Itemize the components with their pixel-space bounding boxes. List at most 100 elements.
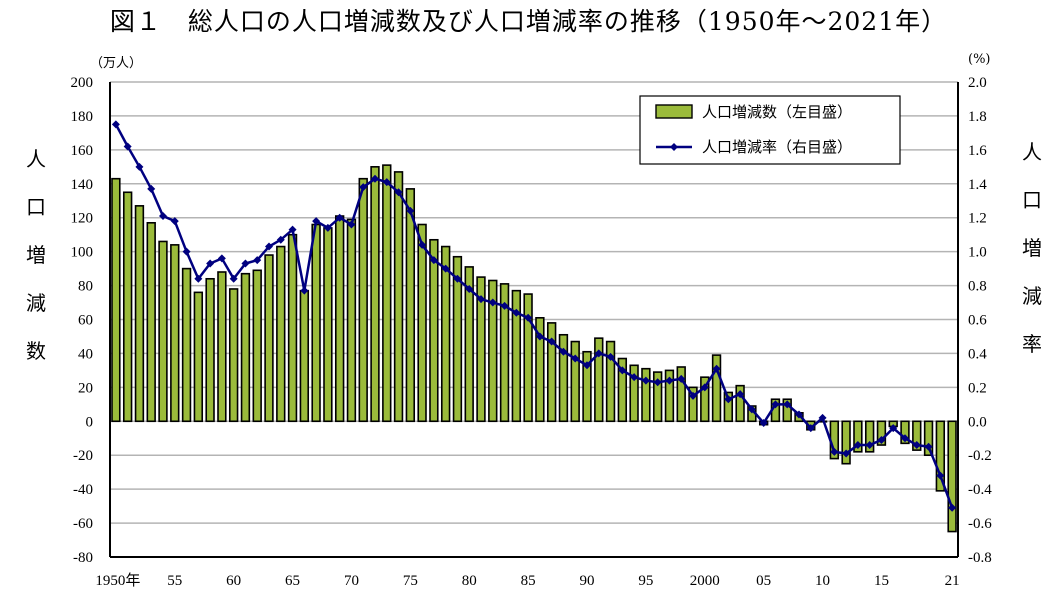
rate-marker-1970 — [347, 220, 356, 229]
bar-2015 — [876, 420, 887, 446]
x-tick-label: 95 — [638, 573, 653, 589]
rate-marker-1964 — [276, 235, 285, 244]
rate-marker-1995 — [641, 376, 650, 385]
right-tick-label: 0.6 — [968, 313, 987, 329]
rate-marker-1969 — [335, 213, 344, 222]
left-tick-label: 60 — [78, 313, 93, 329]
right-axis-char: 人 — [1022, 140, 1042, 164]
left-tick-label: -60 — [73, 516, 93, 532]
x-tick-label: 10 — [815, 573, 830, 589]
rate-marker-1998 — [677, 374, 686, 383]
x-tick-label: 55 — [167, 573, 182, 589]
bar-2012 — [841, 420, 851, 465]
rate-marker-2009 — [806, 424, 815, 433]
bar-1979 — [452, 255, 463, 423]
rate-marker-1955 — [170, 217, 179, 226]
bar-1981 — [476, 276, 486, 423]
rate-marker-1982 — [488, 298, 497, 307]
rate-marker-2019 — [924, 442, 933, 451]
right-tick-label: 1.8 — [968, 109, 987, 125]
bar-1996 — [652, 371, 663, 423]
bar-1984 — [511, 289, 522, 423]
rate-marker-2001 — [712, 364, 721, 373]
rate-marker-1992 — [606, 352, 615, 361]
right-tick-label: 1.6 — [968, 143, 987, 159]
bar-1972 — [370, 166, 380, 423]
rate-marker-1956 — [182, 247, 191, 256]
bar-1954 — [158, 240, 168, 423]
x-tick-label: 80 — [462, 573, 477, 589]
bar-1987 — [546, 322, 557, 423]
rate-marker-1954 — [159, 212, 167, 221]
bar-2013 — [853, 420, 863, 453]
left-axis-char: 人 — [26, 147, 46, 171]
bar-2020 — [935, 420, 946, 492]
rate-marker-1951 — [123, 142, 132, 151]
rate-marker-2007 — [783, 400, 792, 409]
rate-marker-1997 — [665, 376, 674, 385]
bar-1988 — [558, 333, 569, 423]
bar-1999 — [688, 386, 698, 423]
bar-1964 — [276, 245, 286, 423]
bar-1997 — [664, 369, 675, 423]
rate-marker-2014 — [865, 441, 874, 450]
rate-marker-1990 — [583, 361, 591, 370]
bar-1968 — [323, 227, 333, 423]
rate-marker-1953 — [147, 184, 156, 193]
right-tick-label: -0.8 — [968, 550, 992, 566]
rate-marker-1967 — [312, 217, 321, 226]
left-tick-label: 160 — [71, 143, 94, 159]
left-tick-label: 0 — [86, 414, 94, 430]
left-unit-label: （万人） — [90, 56, 143, 71]
left-tick-label: 80 — [78, 279, 93, 295]
rate-marker-2020 — [936, 471, 945, 480]
bar-1995 — [641, 367, 651, 423]
rate-marker-1993 — [618, 366, 627, 375]
bar-2007 — [782, 398, 792, 423]
right-tick-label: 0.2 — [968, 380, 987, 396]
x-tick-label: 90 — [580, 573, 595, 589]
bar-1965 — [287, 233, 298, 423]
x-tick-label: 70 — [344, 573, 359, 589]
bar-1957 — [193, 291, 204, 423]
bar-1970 — [346, 218, 357, 423]
left-axis-char: 減 — [26, 291, 46, 315]
bar-1989 — [570, 340, 580, 423]
legend-bar-swatch — [655, 104, 693, 119]
rate-marker-1966 — [300, 286, 309, 295]
rate-marker-1979 — [453, 274, 462, 283]
rate-marker-1976 — [418, 240, 427, 249]
rate-marker-2010 — [818, 413, 827, 422]
left-tick-label: -20 — [73, 448, 93, 464]
left-tick-label: -80 — [73, 550, 93, 566]
bar-1951 — [122, 191, 133, 423]
bar-2014 — [864, 420, 875, 453]
bar-1990 — [582, 350, 592, 423]
bar-1960 — [228, 288, 239, 423]
bar-2019 — [923, 420, 934, 457]
rate-marker-1996 — [653, 378, 662, 387]
rate-marker-1950 — [111, 120, 120, 129]
right-tick-label: -0.4 — [968, 482, 992, 498]
rate-marker-1987 — [547, 337, 556, 346]
rate-marker-1965 — [288, 225, 297, 234]
bar-1959 — [217, 271, 227, 423]
bar-2003 — [735, 384, 745, 423]
rate-marker-1981 — [477, 295, 485, 304]
bar-2002 — [723, 391, 734, 423]
chart-title: 図１ 総人口の人口増減数及び人口増減率の推移（1950年～2021年） — [109, 7, 948, 36]
rate-marker-1958 — [206, 259, 215, 268]
rate-marker-1988 — [559, 347, 568, 356]
bar-1950 — [111, 177, 121, 423]
rate-marker-1985 — [524, 313, 533, 322]
bar-1958 — [205, 277, 215, 423]
bar-1961 — [240, 272, 251, 423]
rate-marker-2015 — [877, 435, 886, 444]
bar-1975 — [405, 188, 416, 423]
left-tick-label: 180 — [71, 109, 94, 125]
bar-2001 — [711, 354, 722, 423]
bar-1971 — [358, 177, 368, 423]
rate-marker-2000 — [700, 383, 709, 392]
rate-marker-2013 — [853, 441, 862, 450]
x-tick-label: 15 — [874, 573, 889, 589]
